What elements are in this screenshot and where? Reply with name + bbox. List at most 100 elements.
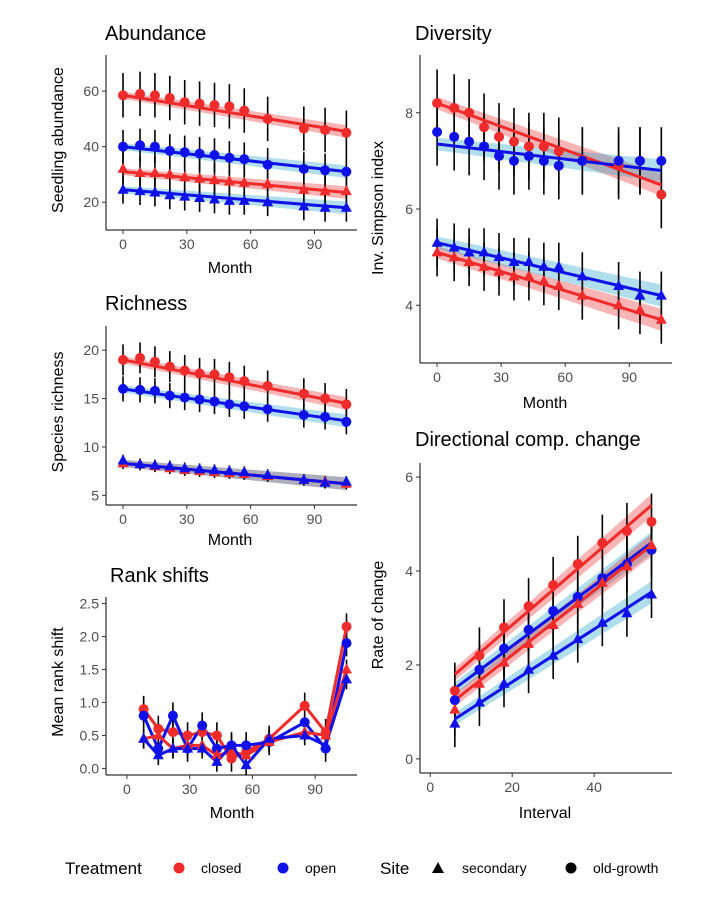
- panel-abundance: Abundance Month Seedling abundance 0 30 60…: [50, 23, 357, 277]
- data-point-open-secondary: [547, 649, 559, 660]
- data-point-open-secondary: [319, 201, 331, 212]
- data-point-closed-old-growth: [182, 730, 193, 741]
- data-point-closed-old-growth: [572, 558, 583, 569]
- y-tick-label: 60: [83, 83, 99, 99]
- x-tick-label: 30: [179, 236, 195, 252]
- x-tick-label: 0: [119, 511, 127, 527]
- data-point-open-secondary: [117, 183, 129, 194]
- data-point-closed-secondary: [164, 168, 176, 179]
- data-point-open-secondary: [262, 469, 274, 480]
- data-point-open-secondary: [553, 260, 565, 271]
- data-point-open-old-growth: [179, 392, 190, 403]
- y-tick-label: 6: [405, 469, 413, 485]
- y-tick-label: 4: [405, 297, 413, 313]
- confidence-band-open-old-growth: [437, 137, 662, 182]
- y-axis-label-abundance: Seedling abundance: [50, 67, 67, 213]
- data-point-closed-old-growth: [646, 516, 657, 527]
- data-point-closed-old-growth: [226, 753, 237, 764]
- data-point-open-secondary: [449, 717, 461, 728]
- data-point-closed-secondary: [341, 663, 353, 674]
- data-point-closed-secondary: [646, 539, 658, 550]
- data-point-closed-secondary: [553, 280, 565, 290]
- data-point-closed-old-growth: [149, 90, 160, 101]
- data-point-closed-secondary: [226, 745, 237, 756]
- data-point-open-secondary: [194, 192, 206, 203]
- legend-title-site: Site: [380, 859, 409, 878]
- data-point-closed-old-growth: [597, 537, 608, 548]
- x-tick-label: 90: [621, 369, 637, 385]
- data-point-open-old-growth: [224, 152, 235, 163]
- panel-title-diversity: Diversity: [415, 23, 492, 45]
- data-point-open-old-growth: [572, 591, 583, 602]
- y-tick-label: 10: [83, 439, 99, 455]
- y-tick-label: 8: [405, 105, 413, 121]
- data-point-closed-old-growth: [209, 369, 220, 380]
- fit-line-closed-old-growth: [122, 358, 347, 405]
- panel-title-richness: Richness: [105, 293, 187, 315]
- data-point-closed-old-growth: [194, 98, 205, 109]
- data-point-open-secondary: [340, 201, 352, 212]
- data-point-closed-secondary: [547, 619, 559, 630]
- data-point-closed-secondary: [298, 183, 310, 194]
- data-point-closed-old-growth: [118, 354, 129, 365]
- data-point-open-secondary: [149, 186, 161, 197]
- data-point-open-secondary: [621, 607, 633, 618]
- data-point-closed-old-growth: [299, 700, 310, 711]
- data-point-open-secondary: [196, 742, 208, 753]
- data-point-open-secondary: [320, 739, 332, 750]
- x-tick-label: 60: [243, 511, 259, 527]
- x-tick-label: 90: [307, 781, 323, 797]
- data-point-closed-secondary: [478, 260, 490, 271]
- data-point-open-secondary: [576, 270, 588, 281]
- data-point-open-old-growth: [320, 411, 331, 422]
- data-point-open-old-growth: [149, 385, 160, 396]
- x-tick-label: 60: [557, 369, 573, 385]
- data-point-open-old-growth: [197, 720, 208, 731]
- y-tick-label: 15: [83, 391, 99, 407]
- y-tick-label: 1.5: [80, 662, 100, 678]
- data-point-open-old-growth: [149, 141, 160, 152]
- y-tick-label: 20: [83, 194, 99, 210]
- data-point-open-old-growth: [224, 399, 235, 410]
- data-point-open-old-growth: [153, 743, 164, 754]
- data-point-closed-secondary: [463, 255, 475, 266]
- data-point-open-old-growth: [523, 624, 534, 635]
- data-point-open-old-growth: [320, 165, 331, 176]
- data-point-open-secondary: [473, 696, 485, 707]
- x-tick-label: 90: [307, 236, 323, 252]
- y-tick-label: 20: [83, 342, 99, 358]
- data-point-open-secondary: [646, 588, 658, 599]
- data-point-open-old-growth: [553, 160, 564, 171]
- data-point-open-old-growth: [577, 155, 588, 166]
- data-point-open-old-growth: [138, 710, 149, 721]
- data-point-open-old-growth: [209, 150, 220, 160]
- legend: Treatment closed open Site secondary old…: [65, 859, 658, 878]
- data-point-open-old-growth: [209, 396, 220, 407]
- data-point-open-old-growth: [613, 155, 624, 166]
- data-point-closed-secondary: [223, 175, 235, 186]
- data-point-closed-old-growth: [118, 90, 129, 101]
- data-point-closed-old-growth: [523, 141, 534, 152]
- data-point-closed-secondary: [576, 289, 588, 300]
- data-point-closed-old-growth: [508, 136, 519, 147]
- data-point-open-secondary: [238, 466, 250, 477]
- data-point-open-secondary: [134, 185, 146, 196]
- data-point-closed-old-growth: [553, 146, 564, 157]
- data-point-open-secondary: [226, 739, 237, 750]
- data-point-closed-old-growth: [239, 376, 250, 387]
- plot-area-richness: 0 30 60 90 5 10 15 20: [83, 326, 357, 527]
- data-point-closed-old-growth: [548, 580, 559, 591]
- panel-title-directional: Directional comp. change: [415, 429, 641, 451]
- data-point-closed-secondary: [240, 749, 252, 760]
- legend-label-secondary: secondary: [462, 860, 527, 876]
- data-point-open-secondary: [223, 194, 235, 205]
- data-point-open-secondary: [134, 458, 146, 469]
- x-axis-label-diversity: Month: [523, 395, 567, 412]
- data-point-closed-secondary: [179, 171, 191, 182]
- data-point-open-old-growth: [194, 148, 205, 159]
- data-point-closed-old-growth: [209, 100, 220, 110]
- data-point-open-secondary: [117, 454, 129, 465]
- data-point-open-secondary: [208, 193, 220, 204]
- data-point-closed-secondary: [634, 304, 646, 315]
- data-point-closed-secondary: [320, 729, 332, 740]
